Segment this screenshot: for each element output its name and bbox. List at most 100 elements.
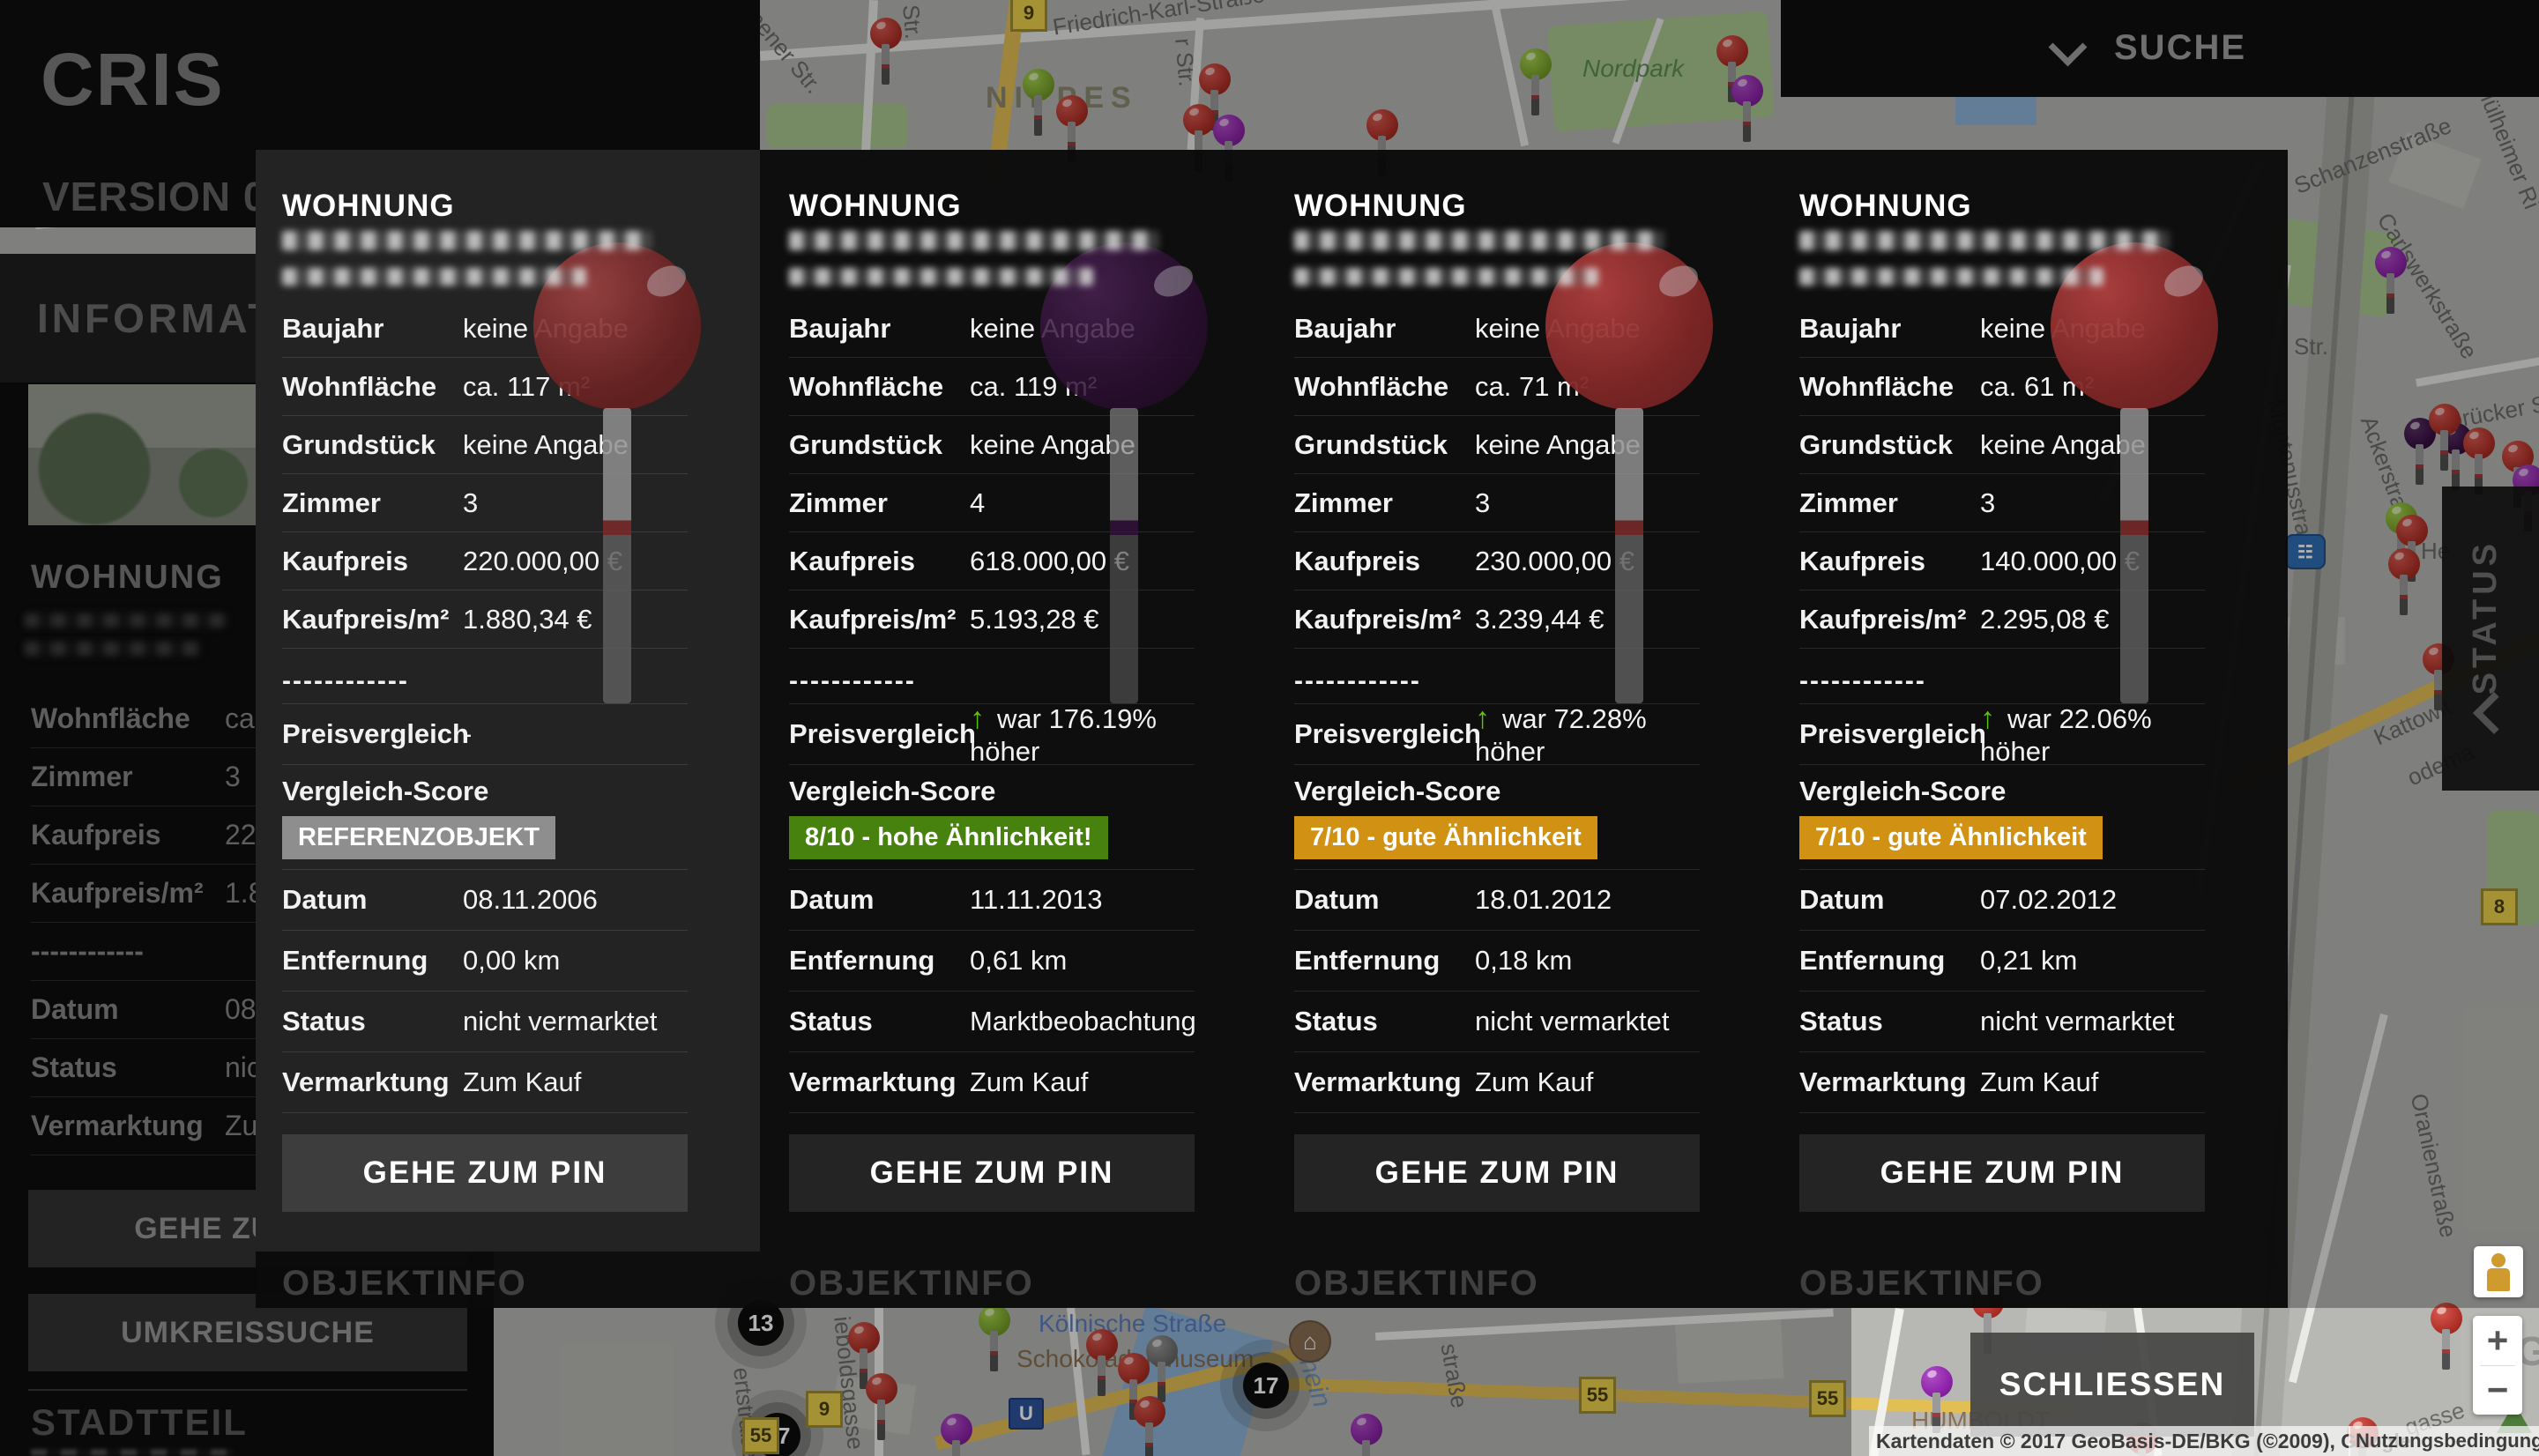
- table-row: Kaufpreis 618.000,00 €: [789, 532, 1195, 591]
- goto-pin-button[interactable]: GEHE ZUM PIN: [789, 1134, 1195, 1212]
- preisvergleich-row: Preisvergleich ↑ war 22.06% höher: [1799, 701, 2205, 767]
- score-badge: 7/10 - gute Ähnlichkeit: [1294, 816, 1597, 859]
- clipped-text: [31, 1449, 234, 1456]
- route-badge: 9: [1010, 0, 1047, 32]
- map-pin[interactable]: [1134, 1396, 1165, 1456]
- map-pin[interactable]: [1023, 69, 1054, 136]
- map-pin[interactable]: [1118, 1353, 1150, 1420]
- table-row: Kaufpreis/m² 1.880,34 €: [282, 591, 688, 649]
- table-row: Kaufpreis 230.000,00 €: [1294, 532, 1700, 591]
- close-modal-button[interactable]: SCHLIESSEN: [1970, 1333, 2254, 1437]
- score-row: Vergleich-Score REFERENZOBJEKT: [282, 765, 688, 870]
- cluster-marker[interactable]: 17: [1243, 1363, 1289, 1408]
- goto-pin-button[interactable]: GEHE ZUM PIN: [1294, 1134, 1700, 1212]
- water: [1955, 92, 2036, 125]
- route-badge: 55: [742, 1417, 779, 1454]
- comparison-card: WOHNUNG Baujahr keine Angabe Wohnfläche ca…: [1799, 150, 2218, 1252]
- zoom-in-button[interactable]: +: [2473, 1316, 2522, 1365]
- pegman-icon: [2487, 1268, 2510, 1291]
- pegman-icon: [2491, 1253, 2505, 1267]
- search-panel[interactable]: [1781, 0, 2539, 97]
- objektinfo-label: OBJEKTINFO: [282, 1264, 527, 1303]
- table-row: Wohnfläche ca. 61 m²: [1799, 358, 2205, 416]
- map-pin[interactable]: [1731, 75, 1763, 142]
- table-row: Kaufpreis 140.000,00 €: [1799, 532, 2205, 591]
- map-pin[interactable]: [941, 1414, 972, 1456]
- card-title: WOHNUNG: [1294, 189, 1467, 223]
- vermarktung-row: Vermarktung Zum Kauf: [1799, 1052, 2205, 1113]
- comparison-modal: WOHNUNG Baujahr keine Angabe Wohnfläche ca…: [256, 150, 2288, 1308]
- address-redacted: [25, 613, 227, 628]
- route-badge: 55: [1809, 1380, 1846, 1417]
- map-pin[interactable]: [979, 1304, 1010, 1371]
- goto-pin-button[interactable]: GEHE ZUM PIN: [282, 1134, 688, 1212]
- map-zoom-control: + −: [2473, 1316, 2522, 1415]
- table-row: Grundstück keine Angabe: [1294, 416, 1700, 474]
- objektinfo-label: OBJEKTINFO: [789, 1264, 1034, 1303]
- map-pin[interactable]: [1056, 95, 1088, 162]
- datum-row: Datum 18.01.2012: [1294, 870, 1700, 931]
- table-row: Kaufpreis 220.000,00 €: [282, 532, 688, 591]
- map-terms-link[interactable]: Nutzungsbedingungen: [2349, 1426, 2539, 1456]
- pegman-streetview-control[interactable]: [2474, 1246, 2523, 1297]
- map-pin[interactable]: [1199, 63, 1231, 130]
- map-pin[interactable]: [866, 1373, 897, 1440]
- map-pin[interactable]: [2429, 404, 2461, 471]
- zoom-out-button[interactable]: −: [2473, 1366, 2522, 1415]
- sidebar-section-title: WOHNUNG: [31, 559, 224, 596]
- table-row: Wohnfläche ca. 71 m²: [1294, 358, 1700, 416]
- section-separator: ------------: [1294, 649, 1700, 704]
- preisvergleich-value: war 22.06% höher: [1980, 702, 2152, 767]
- map-pin[interactable]: [870, 18, 902, 85]
- status-tab[interactable]: STATUS: [2442, 487, 2539, 791]
- map-pin[interactable]: [2431, 1303, 2462, 1370]
- address-redacted: [282, 231, 652, 250]
- card-title: WOHNUNG: [789, 189, 962, 223]
- address-redacted: [1799, 231, 2170, 250]
- map-pin[interactable]: [1520, 48, 1552, 115]
- map-pin[interactable]: [2375, 247, 2407, 314]
- address-redacted: [1294, 231, 1664, 250]
- status-row: Status nicht vermarktet: [1799, 992, 2205, 1052]
- goto-pin-button[interactable]: GEHE ZUM PIN: [1799, 1134, 2205, 1212]
- divider: [28, 1389, 467, 1391]
- preisvergleich-value: war 72.28% höher: [1475, 702, 1647, 767]
- arrow-up-icon: ↑: [1475, 701, 1490, 735]
- map-pin[interactable]: [2388, 548, 2420, 615]
- card-detail-table: Baujahr keine Angabe Wohnfläche ca. 61 m² …: [1799, 300, 2205, 649]
- table-row: Zimmer 3: [282, 474, 688, 532]
- map-pin[interactable]: [1716, 35, 1748, 102]
- section-separator: ------------: [789, 649, 1195, 704]
- arrow-up-icon: ↑: [1980, 701, 1995, 735]
- status-row: Status nicht vermarktet: [282, 992, 688, 1052]
- address-redacted: [789, 231, 1159, 250]
- map-attribution: Kartendaten © 2017 GeoBasis-DE/BKG (©200…: [1869, 1426, 2411, 1456]
- preisvergleich-row: Preisvergleich ↑ war 176.19% höher: [789, 702, 1195, 767]
- table-row: Zimmer 3: [1799, 474, 2205, 532]
- card-detail-table: Baujahr keine Angabe Wohnfläche ca. 119 m²…: [789, 300, 1195, 649]
- table-row: Kaufpreis/m² 5.193,28 €: [789, 591, 1195, 649]
- map-pin[interactable]: [1086, 1329, 1118, 1396]
- map-pin[interactable]: [848, 1322, 880, 1389]
- divider: [2480, 1364, 2515, 1366]
- comparison-card: WOHNUNG Baujahr keine Angabe Wohnfläche ca…: [1294, 150, 1713, 1252]
- map-pin[interactable]: [2463, 427, 2495, 494]
- map-pin[interactable]: [1351, 1414, 1382, 1456]
- route-badge: 8: [2481, 888, 2518, 925]
- map-pin[interactable]: [1146, 1335, 1178, 1402]
- map-street-label: Nordpark: [1582, 55, 1685, 82]
- address-redacted: [25, 642, 201, 656]
- route-badge: 55: [1579, 1377, 1616, 1414]
- card-title: WOHNUNG: [1799, 189, 1972, 223]
- map-pin[interactable]: [1921, 1366, 1953, 1433]
- map-street-label: Str.: [2294, 333, 2329, 360]
- table-row: Wohnfläche ca. 119 m²: [789, 358, 1195, 416]
- table-row: Wohnfläche ca. 117 m²: [282, 358, 688, 416]
- comparison-card: WOHNUNG Baujahr keine Angabe Wohnfläche ca…: [789, 150, 1208, 1252]
- search-toggle[interactable]: SUCHE: [2114, 28, 2247, 67]
- table-row: Zimmer 4: [789, 474, 1195, 532]
- status-row: Status Marktbeobachtung: [789, 992, 1196, 1052]
- score-row: Vergleich-Score 8/10 - hohe Ähnlichkeit!: [789, 765, 1195, 870]
